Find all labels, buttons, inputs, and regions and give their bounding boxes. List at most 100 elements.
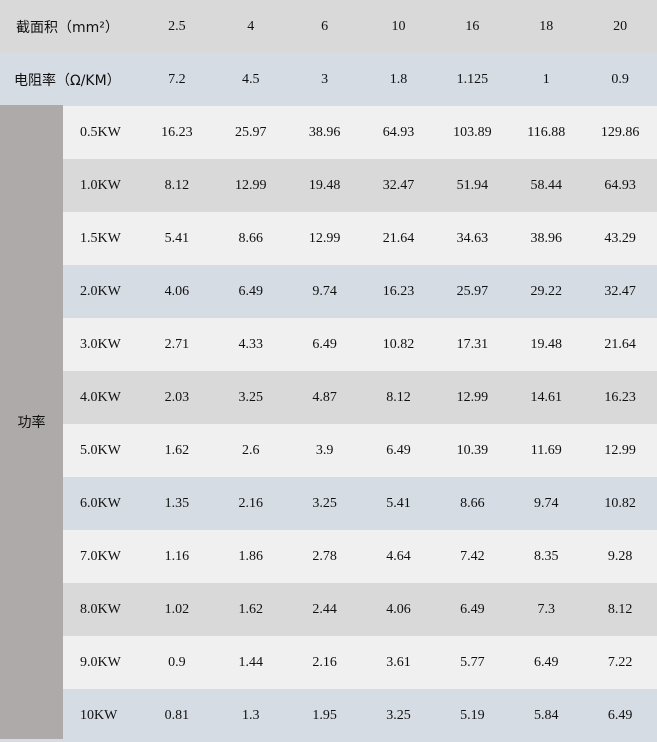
table-cell: 16.23 [161, 124, 193, 140]
table-row: 5.0KW 1.62 2.6 3.9 6.49 10.39 11.69 12.99 [0, 424, 657, 477]
table-cell: 1.62 [164, 442, 190, 458]
table-cell: 8.66 [460, 495, 485, 511]
table-cell: 5.84 [533, 707, 559, 723]
table-cell: 21.64 [604, 336, 636, 352]
table-cell: 3.25 [386, 707, 411, 723]
resistance-cell: 4.5 [242, 71, 260, 87]
power-label: 功率 [0, 105, 63, 739]
header-cell: 20 [613, 18, 628, 34]
table-cell: 1.16 [164, 548, 190, 564]
table-cell: 19.48 [530, 336, 562, 352]
table-row: 8.0KW 1.02 1.62 2.44 4.06 6.49 7.3 8.12 [0, 583, 657, 636]
resistance-cell: 1.8 [389, 71, 408, 87]
power-row-label: 5.0KW [80, 442, 121, 458]
table-cell: 8.12 [607, 601, 633, 617]
table-cell: 32.47 [382, 177, 415, 193]
table-cell: 10.39 [456, 442, 489, 458]
table-row: 2.0KW 4.06 6.49 9.74 16.23 25.97 29.22 32.47 [0, 265, 657, 318]
table-cell: 25.97 [456, 283, 489, 299]
table-cell: 8.12 [164, 177, 190, 193]
resistance-row: 电阻率（Ω/KM） 7.2 4.5 3 1.8 1.125 1 0.9 [0, 53, 657, 106]
power-row-label: 0.5KW [80, 124, 121, 140]
table-row: 9.0KW 0.9 1.44 2.16 3.61 5.77 6.49 7.22 [0, 636, 657, 689]
table-row: 6.0KW 1.35 2.16 3.25 5.41 8.66 9.74 10.82 [0, 477, 657, 530]
table-row: 1.0KW 8.12 12.99 19.48 32.47 51.94 58.44 64.93 [0, 159, 657, 212]
table-cell: 29.22 [530, 283, 562, 299]
table-cell: 3.25 [312, 495, 337, 511]
header-cell: 10 [391, 18, 406, 34]
table-cell: 17.31 [456, 336, 489, 352]
table-cell: 6.49 [460, 601, 485, 617]
table-cell: 5.41 [164, 230, 190, 246]
header-row: 截面积（mm²） 2.5 4 6 10 16 18 20 [0, 0, 657, 53]
table-cell: 6.49 [607, 707, 633, 723]
power-row-label: 4.0KW [80, 389, 121, 405]
resistance-cell: 1.125 [456, 71, 489, 87]
table-cell: 1.86 [238, 548, 264, 564]
header-cell: 2.5 [168, 18, 186, 34]
table-cell: 51.94 [456, 177, 489, 193]
table-cell: 0.81 [164, 707, 190, 723]
table-cell: 10.82 [604, 495, 636, 511]
header-cell: 4 [247, 18, 255, 34]
table-cell: 64.93 [382, 124, 415, 140]
table-cell: 16.23 [604, 389, 636, 405]
power-row-label: 1.0KW [80, 177, 121, 193]
table-cell: 14.61 [530, 389, 562, 405]
table-cell: 4.06 [164, 283, 190, 299]
power-row-label: 8.0KW [80, 601, 121, 617]
table-cell: 1.35 [164, 495, 190, 511]
table-cell: 25.97 [235, 124, 267, 140]
table-cell: 1.02 [164, 601, 190, 617]
table-cell: 7.3 [537, 601, 555, 617]
table-cell: 3.25 [238, 389, 264, 405]
table-cell: 1.3 [242, 707, 260, 723]
table-cell: 2.44 [312, 601, 337, 617]
table-cell: 38.96 [530, 230, 562, 246]
table-cell: 12.99 [235, 177, 267, 193]
table-cell: 12.99 [604, 442, 636, 458]
table-cell: 7.42 [460, 548, 485, 564]
table-cell: 12.99 [456, 389, 489, 405]
table-cell: 19.48 [308, 177, 341, 193]
table-cell: 2.16 [312, 654, 337, 670]
power-row-label: 3.0KW [80, 336, 121, 352]
table-cell: 43.29 [604, 230, 636, 246]
table-row: 10KW 0.81 1.3 1.95 3.25 5.19 5.84 6.49 [0, 689, 657, 742]
table-cell: 6.49 [533, 654, 559, 670]
table-cell: 1.62 [238, 601, 264, 617]
table-cell: 2.71 [164, 336, 190, 352]
table-row: 1.5KW 5.41 8.66 12.99 21.64 34.63 38.96 43.29 [0, 212, 657, 265]
table-cell: 1.95 [312, 707, 337, 723]
power-row-label: 9.0KW [80, 654, 121, 670]
table-row: 4.0KW 2.03 3.25 4.87 8.12 12.99 14.61 16.23 [0, 371, 657, 424]
table-cell: 7.22 [607, 654, 633, 670]
table-cell: 4.06 [386, 601, 411, 617]
table-cell: 8.12 [386, 389, 411, 405]
power-row-label: 1.5KW [80, 230, 121, 246]
power-row-label: 10KW [80, 707, 118, 723]
table-cell: 5.41 [386, 495, 411, 511]
table-cell: 0.9 [168, 654, 186, 670]
table-cell: 8.35 [533, 548, 559, 564]
table-cell: 5.77 [460, 654, 485, 670]
resistance-cell: 0.9 [611, 71, 629, 87]
table-cell: 4.87 [312, 389, 337, 405]
table-cell: 6.49 [238, 283, 264, 299]
table-cell: 3.61 [386, 654, 411, 670]
table-cell: 2.78 [312, 548, 337, 564]
table-cell: 6.49 [386, 442, 411, 458]
resistance-cell: 1 [542, 71, 550, 87]
header-cell: 18 [539, 18, 554, 34]
header-cell: 6 [321, 18, 329, 34]
power-row-label: 6.0KW [80, 495, 121, 511]
table-cell: 12.99 [308, 230, 341, 246]
table-row: 0.5KW 16.23 25.97 38.96 64.93 103.89 116.88 129… [0, 106, 657, 159]
table-cell: 10.82 [382, 336, 415, 352]
table-cell: 9.74 [533, 495, 559, 511]
table-row: 3.0KW 2.71 4.33 6.49 10.82 17.31 19.48 21.64 [0, 318, 657, 371]
table-cell: 2.16 [238, 495, 264, 511]
table-cell: 8.66 [238, 230, 264, 246]
resistance-label: 电阻率（Ω/KM） [14, 72, 121, 89]
